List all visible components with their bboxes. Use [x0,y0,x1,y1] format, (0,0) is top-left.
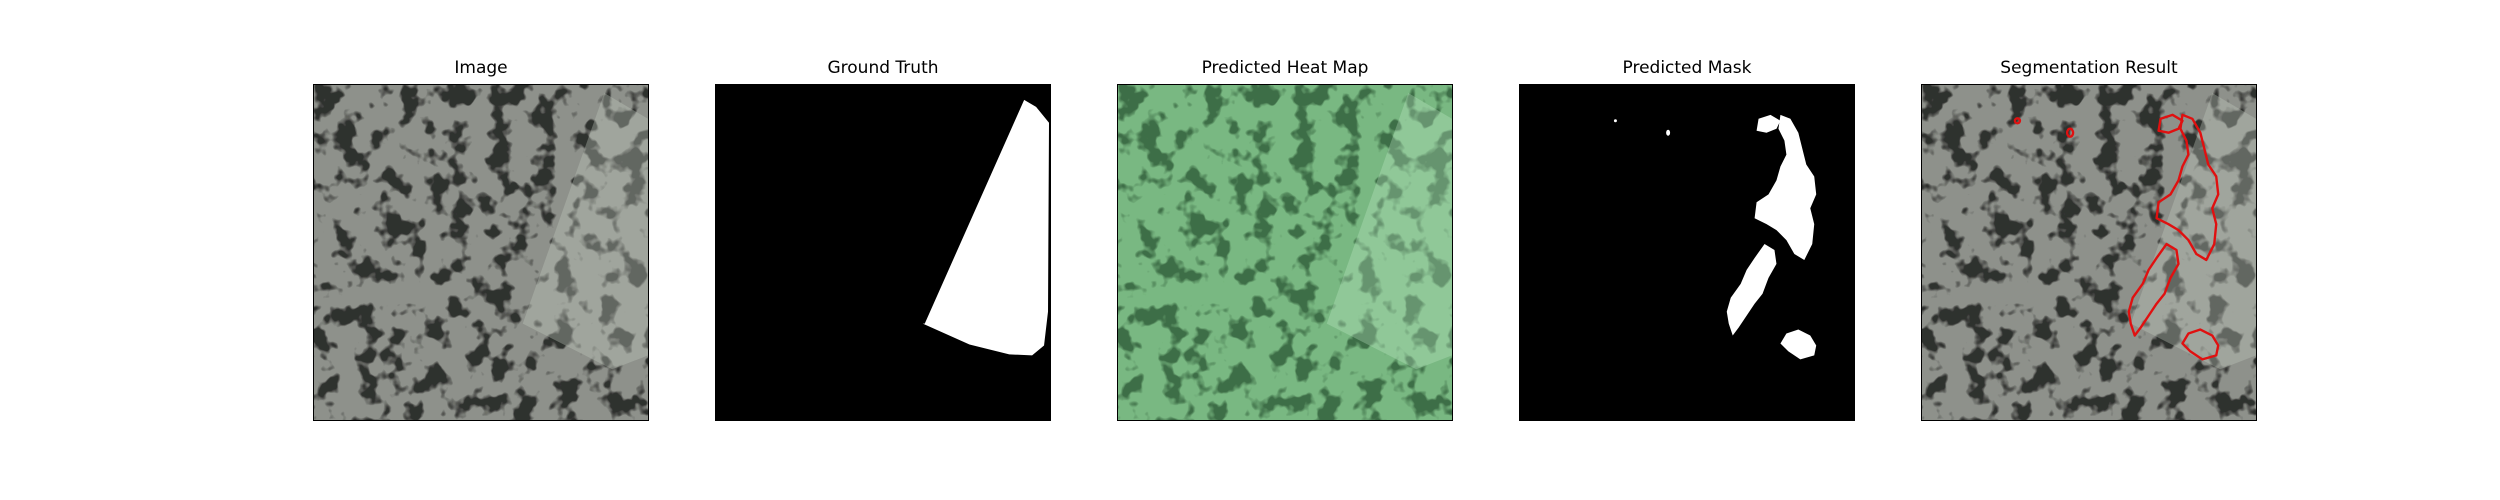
heat-map-image [1118,85,1452,420]
panel-title-predicted-mask: Predicted Mask [1622,58,1752,78]
panel-predicted-mask [1519,84,1855,421]
segmentation-overlay [1922,85,2256,420]
panel-ground-truth [715,84,1051,421]
panel-title-ground-truth: Ground Truth [827,58,939,78]
predicted-mask [1520,85,1854,420]
panel-title-heat-map: Predicted Heat Map [1201,58,1369,78]
panel-image [313,84,649,421]
ground-truth-mask [716,85,1050,420]
original-image [314,85,648,420]
contour-lines [2013,113,2220,361]
panel-title-image: Image [454,58,508,78]
panel-segmentation-result [1921,84,2257,421]
panel-title-segmentation-result: Segmentation Result [2000,58,2178,78]
panel-heat-map [1117,84,1453,421]
